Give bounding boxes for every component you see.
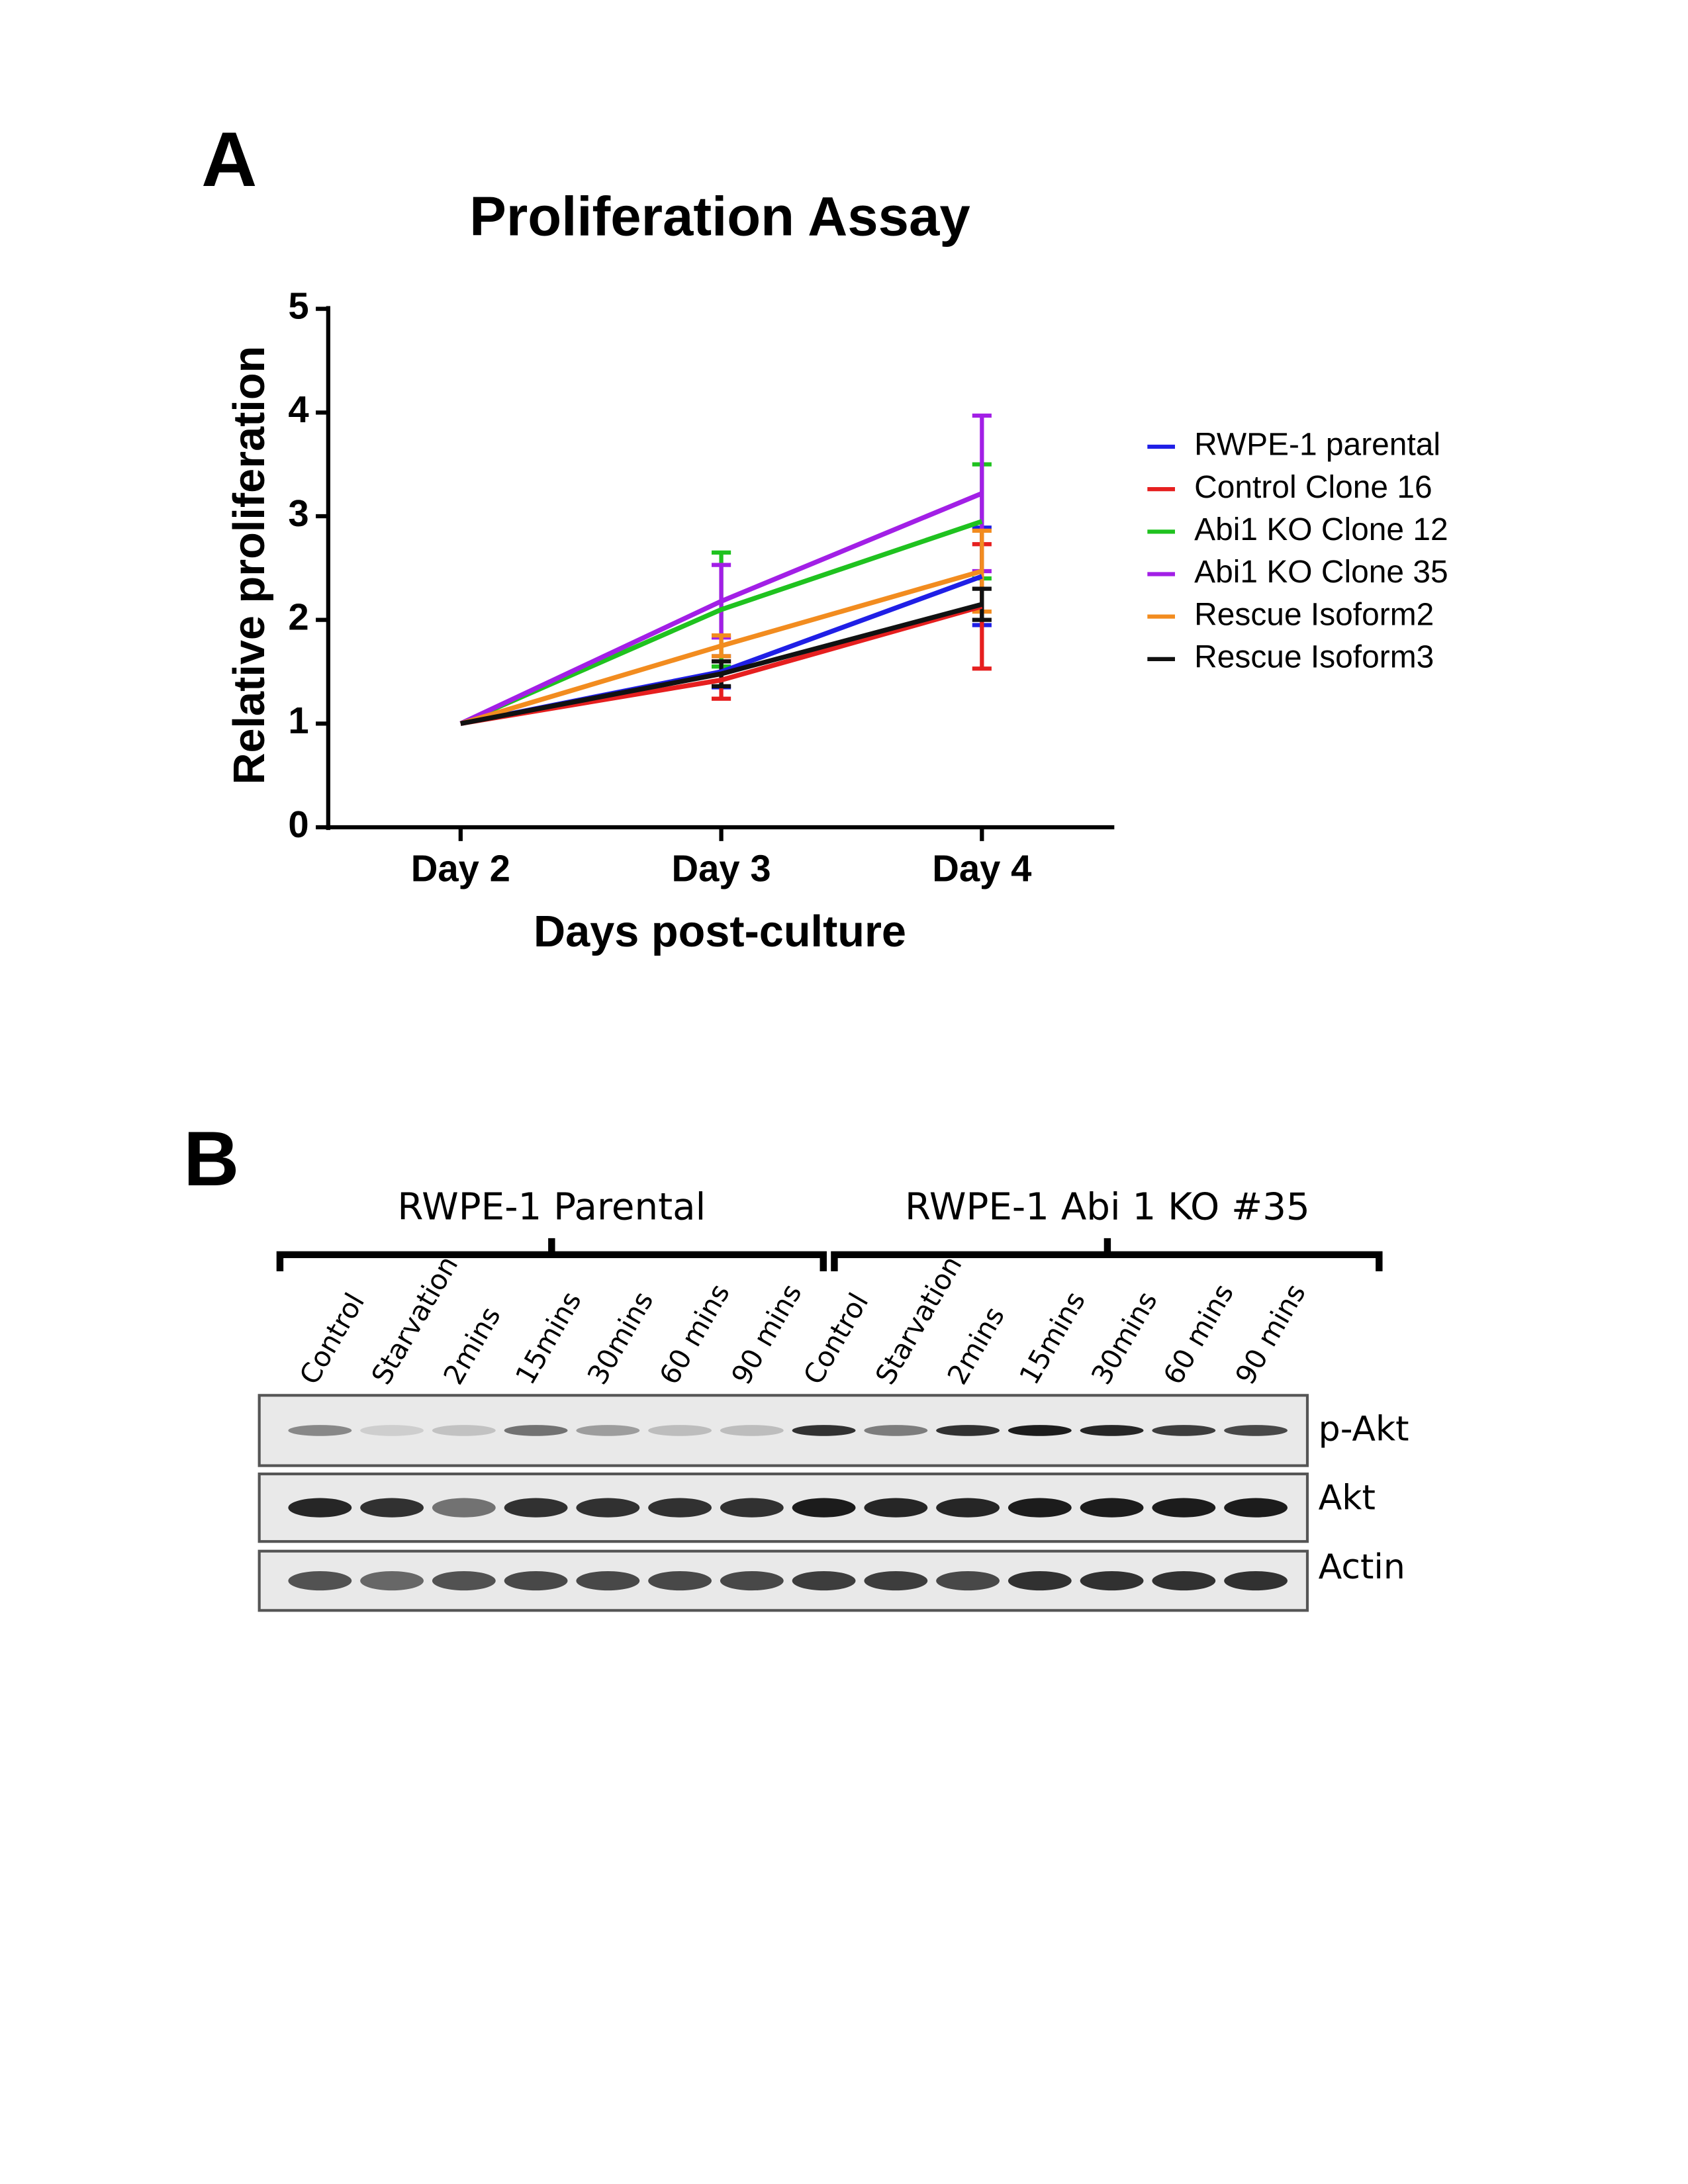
band xyxy=(648,1425,712,1436)
plot: 0 1 2 3 4 5 Day 2 Day 3 Day 4 RWPE-1 parental Cont… xyxy=(288,285,1448,889)
series-line xyxy=(459,569,983,726)
band xyxy=(936,1425,1000,1436)
x-tick-label: Day 2 xyxy=(411,848,510,889)
band xyxy=(720,1498,784,1518)
y-tick-label: 4 xyxy=(288,388,308,430)
band xyxy=(504,1425,568,1436)
band xyxy=(1152,1425,1216,1436)
lane-label: 2mins xyxy=(437,1301,507,1390)
series-line xyxy=(459,491,983,726)
band xyxy=(288,1498,352,1518)
chart-title: Proliferation Assay xyxy=(469,185,970,247)
band xyxy=(1080,1570,1144,1591)
blot-strip xyxy=(258,1394,1309,1467)
band xyxy=(648,1570,712,1591)
panel-label: B xyxy=(183,1115,239,1202)
lane-label: 15mins xyxy=(1013,1286,1092,1390)
panel-label: A xyxy=(201,116,257,203)
lane-label: 15mins xyxy=(509,1286,588,1390)
y-tick-label: 0 xyxy=(288,803,308,845)
y-tick-label: 3 xyxy=(288,492,308,534)
band xyxy=(792,1570,856,1591)
legend-label: Abi1 KO Clone 35 xyxy=(1194,555,1448,590)
row-label: Akt xyxy=(1319,1479,1376,1518)
band xyxy=(576,1570,640,1591)
legend-label: Control Clone 16 xyxy=(1194,470,1432,505)
band xyxy=(1224,1425,1288,1436)
band xyxy=(288,1425,352,1436)
band xyxy=(360,1425,424,1436)
series-line xyxy=(459,519,983,726)
x-axis-title: Days post-culture xyxy=(534,907,906,956)
blot: RWPE-1 Parental RWPE-1 Abi 1 KO #35 Contro… xyxy=(258,1186,1409,1612)
band xyxy=(504,1570,568,1591)
band xyxy=(936,1498,1000,1518)
band xyxy=(792,1425,856,1436)
band xyxy=(1152,1570,1216,1591)
lane-label: Control xyxy=(797,1287,875,1390)
band xyxy=(1080,1425,1144,1436)
x-tick-label: Day 4 xyxy=(932,848,1031,889)
band xyxy=(576,1425,640,1436)
band xyxy=(864,1425,928,1436)
lane-label: 60 mins xyxy=(1156,1278,1240,1390)
band xyxy=(1224,1570,1288,1591)
lane-label: 30mins xyxy=(1085,1286,1164,1390)
band xyxy=(864,1498,928,1518)
band xyxy=(1224,1498,1288,1518)
lane-label: 60 mins xyxy=(653,1278,736,1390)
lane-label: 30mins xyxy=(581,1286,659,1390)
legend-label: RWPE-1 parental xyxy=(1194,428,1440,463)
group-label: RWPE-1 Abi 1 KO #35 xyxy=(905,1186,1310,1229)
band xyxy=(360,1570,424,1591)
series-line xyxy=(460,602,983,726)
bracket xyxy=(276,1238,827,1271)
y-tick-label: 2 xyxy=(288,596,308,638)
band xyxy=(288,1570,352,1591)
band xyxy=(720,1425,784,1436)
row-label: Actin xyxy=(1319,1547,1405,1587)
band xyxy=(432,1425,496,1436)
band xyxy=(1008,1425,1072,1436)
band xyxy=(504,1498,568,1518)
x-tick-label: Day 3 xyxy=(672,848,771,889)
band xyxy=(792,1498,856,1518)
band xyxy=(432,1570,496,1591)
legend-label: Abi1 KO Clone 12 xyxy=(1194,512,1448,547)
lane-label: 90 mins xyxy=(1229,1278,1312,1390)
y-tick-label: 1 xyxy=(288,700,308,741)
band xyxy=(648,1498,712,1518)
band xyxy=(432,1498,496,1518)
lane-label: 2mins xyxy=(941,1301,1011,1390)
band xyxy=(1008,1570,1072,1591)
y-axis-title: Relative proliferation xyxy=(225,346,274,785)
lane-label: Control xyxy=(293,1287,371,1390)
band xyxy=(1152,1498,1216,1518)
band xyxy=(864,1570,928,1591)
band xyxy=(576,1498,640,1518)
band xyxy=(720,1570,784,1591)
row-label: p-Akt xyxy=(1319,1410,1409,1449)
band xyxy=(360,1498,424,1518)
group-label: RWPE-1 Parental xyxy=(397,1186,706,1229)
y-tick-label: 5 xyxy=(288,285,308,327)
lane-label: 90 mins xyxy=(725,1278,808,1390)
legend-label: Rescue Isoform3 xyxy=(1194,639,1434,674)
band xyxy=(1008,1498,1072,1518)
bracket xyxy=(831,1238,1383,1271)
band xyxy=(936,1570,1000,1591)
legend-label: Rescue Isoform2 xyxy=(1194,597,1434,632)
band xyxy=(1080,1498,1144,1518)
